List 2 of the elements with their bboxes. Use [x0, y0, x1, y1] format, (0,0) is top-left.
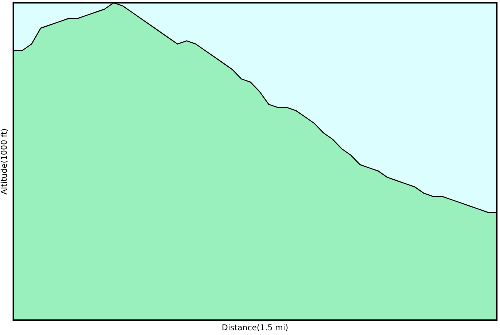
x-axis-title: Distance(1.5 mi)	[222, 323, 289, 332]
y-axis-title: Altitude(1000 ft)	[0, 128, 9, 195]
